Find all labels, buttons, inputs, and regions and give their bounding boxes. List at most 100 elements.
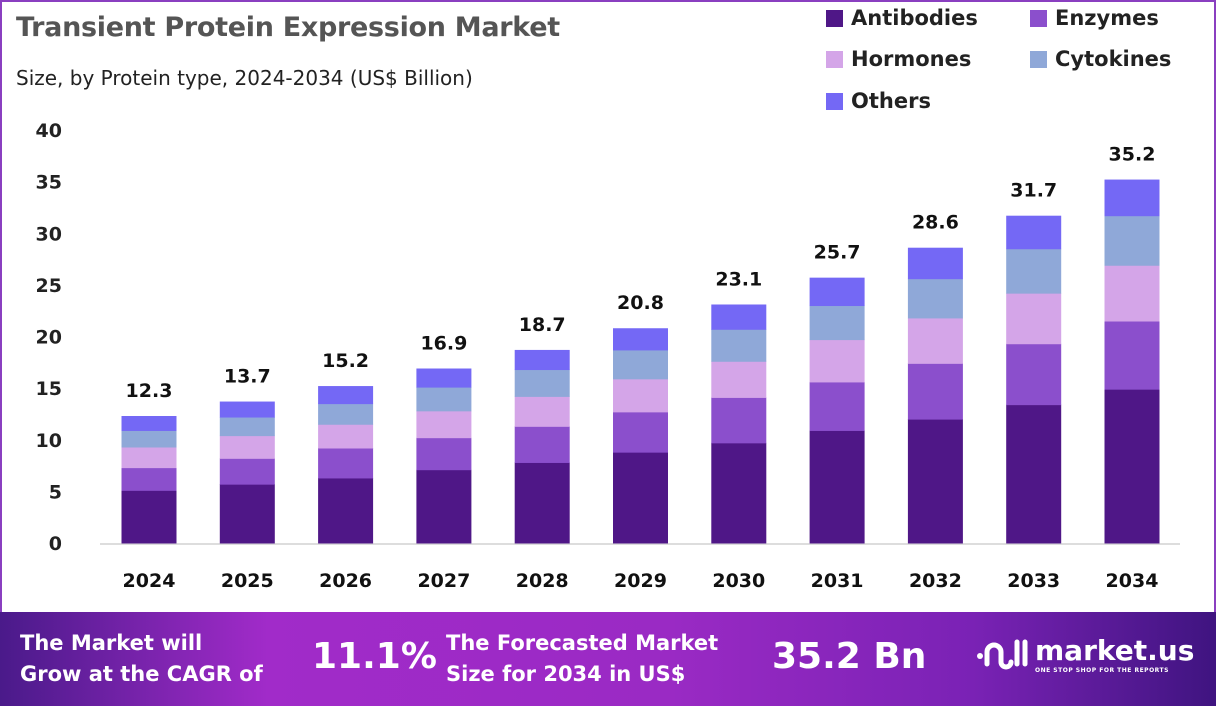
- legend-swatch: [826, 92, 843, 110]
- legend-swatch: [1030, 50, 1047, 68]
- legend-label: Others: [851, 89, 931, 113]
- bar-total-label: 12.3: [126, 380, 173, 402]
- y-tick-label: 30: [36, 223, 62, 245]
- bar-segment-antibodies: [1006, 404, 1062, 544]
- bar-segment-enzymes: [613, 411, 668, 453]
- bar-segment-antibodies: [318, 477, 374, 544]
- bar-segment-cytokines: [613, 349, 668, 380]
- chart-subtitle: Size, by Protein type, 2024-2034 (US$ Bi…: [16, 66, 473, 90]
- bar-segment-cytokines: [907, 278, 963, 319]
- bar-total-label: 15.2: [322, 350, 369, 372]
- bar-segment-hormones: [907, 317, 963, 364]
- legend-item-antibodies: Antibodies: [826, 6, 978, 30]
- legend-item-others: Others: [826, 89, 931, 113]
- bar-total-label: 16.9: [420, 333, 467, 355]
- bar-segment-hormones: [121, 446, 177, 469]
- x-tick-label: 2027: [417, 570, 470, 592]
- bar-segment-hormones: [1104, 265, 1160, 322]
- cagr-label-line1: The Market will: [20, 631, 203, 655]
- bar-segment-enzymes: [514, 426, 570, 463]
- x-tick-label: 2025: [221, 570, 274, 592]
- bar-segment-others: [1006, 215, 1062, 250]
- cagr-label: The Market will Grow at the CAGR of: [20, 628, 263, 690]
- cagr-value: 11.1%: [312, 636, 437, 677]
- bar-total-label: 20.8: [617, 292, 664, 314]
- bar-segment-hormones: [219, 435, 275, 459]
- legend-label: Cytokines: [1055, 47, 1172, 71]
- bar-segment-others: [219, 401, 275, 418]
- bar-segment-others: [711, 304, 767, 330]
- bar-segment-hormones: [514, 396, 570, 427]
- forecast-label: The Forecasted Market Size for 2034 in U…: [446, 628, 718, 690]
- bar-segment-cytokines: [711, 329, 767, 362]
- x-tick-label: 2026: [319, 570, 372, 592]
- bar-segment-antibodies: [1104, 389, 1160, 544]
- bar-total-label: 28.6: [912, 212, 959, 234]
- legend-swatch: [1030, 9, 1047, 27]
- logo-icon: [977, 639, 1028, 670]
- legend-label: Antibodies: [851, 6, 978, 30]
- bar-total-label: 35.2: [1109, 144, 1156, 166]
- bar-segment-antibodies: [711, 442, 767, 544]
- bar-segment-antibodies: [514, 462, 570, 544]
- bar-segment-antibodies: [219, 484, 275, 544]
- x-tick-label: 2024: [123, 570, 176, 592]
- legend-label: Hormones: [851, 47, 972, 71]
- y-tick-label: 35: [36, 172, 62, 194]
- bar-segment-enzymes: [907, 363, 963, 420]
- cagr-label-line2: Grow at the CAGR of: [20, 662, 263, 686]
- bar-segment-enzymes: [416, 437, 472, 471]
- bar-segment-antibodies: [416, 469, 472, 544]
- legend-label: Enzymes: [1055, 6, 1159, 30]
- forecast-label-line2: Size for 2034 in US$: [446, 662, 686, 686]
- bar-segment-antibodies: [613, 452, 668, 544]
- logo-text: market.us: [1035, 634, 1195, 667]
- bar-total-label: 31.7: [1010, 180, 1057, 202]
- bar-segment-hormones: [711, 361, 767, 398]
- bar-segment-cytokines: [121, 430, 177, 448]
- y-tick-label: 10: [36, 430, 62, 452]
- y-tick-label: 5: [49, 481, 62, 503]
- y-tick-label: 0: [49, 533, 62, 555]
- market-us-logo: market.us ONE STOP SHOP FOR THE REPORTS: [975, 634, 1194, 674]
- bar-segment-enzymes: [711, 397, 767, 444]
- bar-total-label: 18.7: [519, 314, 566, 336]
- legend-item-hormones: Hormones: [826, 47, 971, 71]
- stacked-bar-chart: 051015202530354012.3202413.7202515.22026…: [36, 120, 1180, 592]
- bar-segment-hormones: [613, 378, 668, 413]
- bar-segment-enzymes: [219, 458, 275, 485]
- bar-segment-enzymes: [1006, 343, 1062, 406]
- chart-title: Transient Protein Expression Market: [16, 12, 560, 43]
- legend-swatch: [826, 50, 843, 68]
- footer-banner: The Market will Grow at the CAGR of 11.1…: [0, 612, 1216, 706]
- x-tick-label: 2034: [1106, 570, 1159, 592]
- y-tick-label: 15: [36, 378, 62, 400]
- x-tick-label: 2031: [811, 570, 864, 592]
- legend-item-enzymes: Enzymes: [1030, 6, 1159, 30]
- bar-segment-others: [613, 328, 668, 351]
- bar-segment-antibodies: [907, 419, 963, 544]
- bar-segment-others: [121, 416, 177, 431]
- x-tick-label: 2030: [712, 570, 765, 592]
- bar-segment-others: [416, 368, 472, 388]
- bar-segment-cytokines: [318, 403, 374, 425]
- bar-segment-others: [809, 277, 865, 307]
- forecast-label-line1: The Forecasted Market: [446, 631, 719, 655]
- bar-segment-others: [907, 247, 963, 280]
- y-tick-label: 40: [36, 120, 62, 142]
- legend-swatch: [826, 9, 843, 27]
- bar-total-label: 25.7: [814, 242, 861, 264]
- bar-segment-antibodies: [121, 490, 177, 544]
- y-tick-label: 20: [36, 327, 62, 349]
- bar-segment-hormones: [416, 410, 472, 439]
- bar-segment-others: [514, 349, 570, 371]
- x-tick-label: 2033: [1007, 570, 1060, 592]
- x-tick-label: 2028: [516, 570, 569, 592]
- bar-segment-others: [318, 386, 374, 405]
- bar-total-label: 23.1: [715, 268, 762, 290]
- x-tick-label: 2029: [614, 570, 667, 592]
- bar-segment-enzymes: [809, 381, 865, 431]
- x-tick-label: 2032: [909, 570, 962, 592]
- bar-segment-enzymes: [1104, 321, 1160, 390]
